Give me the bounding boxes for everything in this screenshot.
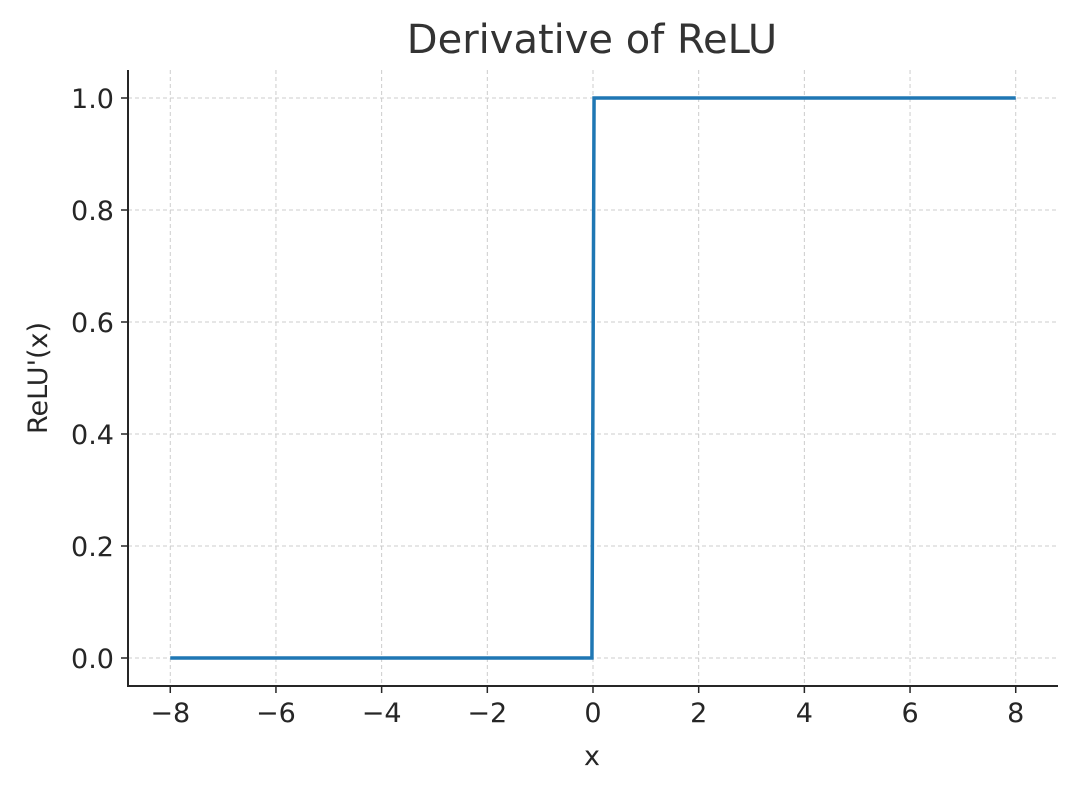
x-tick-label: 8: [1007, 698, 1024, 729]
x-tick-label: −2: [467, 698, 507, 729]
series-line-0: [170, 96, 1016, 660]
y-tick-label: 0.4: [71, 420, 114, 451]
x-tick-label: 6: [901, 698, 918, 729]
x-tick-label: 2: [690, 698, 707, 729]
y-tick-label: 1.0: [71, 84, 114, 115]
y-axis-label: ReLU'(x): [23, 322, 54, 434]
x-tick-label: 0: [584, 698, 601, 729]
x-tick-label: 4: [796, 698, 813, 729]
y-tick-label: 0.2: [71, 532, 114, 563]
x-tick-label: −6: [256, 698, 296, 729]
y-ticks: 0.0 0.2 0.4 0.6 0.8 1.0: [71, 84, 128, 675]
y-tick-label: 0.6: [71, 308, 114, 339]
axis-spines: [127, 70, 1058, 687]
x-axis-label: x: [584, 741, 600, 772]
axes: [127, 70, 1058, 687]
y-tick-label: 0.0: [71, 644, 114, 675]
x-tick-label: −4: [362, 698, 402, 729]
chart-title: Derivative of ReLU: [407, 17, 777, 63]
x-tick-label: −8: [150, 698, 190, 729]
y-tick-label: 0.8: [71, 196, 114, 227]
x-ticks: −8 −6 −4 −2 0 2 4 6 8: [150, 686, 1024, 729]
series-group: [170, 96, 1016, 660]
